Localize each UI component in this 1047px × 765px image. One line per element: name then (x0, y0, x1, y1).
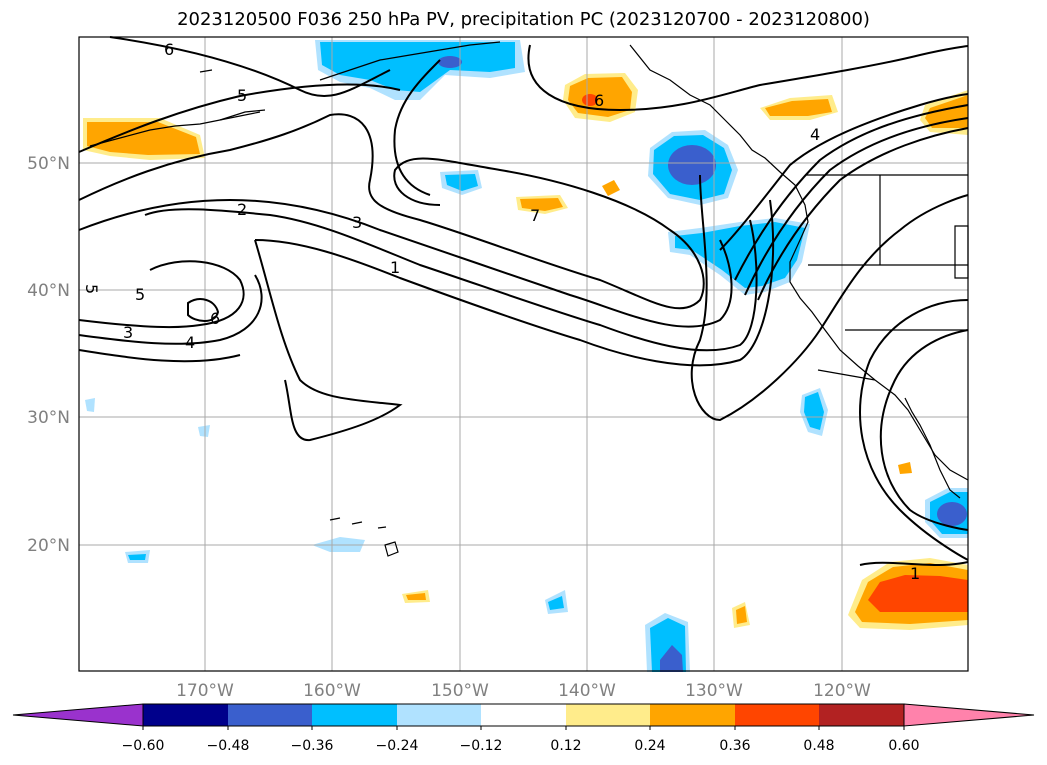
contour-label: 1 (910, 564, 920, 583)
colorbar-tick-label: 0.12 (550, 738, 581, 754)
lon-label: 150°W (431, 681, 489, 701)
colorbar-outline (142, 703, 905, 727)
lon-label: 140°W (558, 681, 616, 701)
colorbar-tick-label: −0.12 (460, 738, 503, 754)
contour-label: 6 (210, 309, 220, 328)
colorbar-segment (397, 704, 481, 726)
pv-contours (78, 36, 969, 567)
lat-label: 50°N (27, 154, 70, 174)
contour-label: 7 (530, 206, 540, 225)
contour-label: 5 (135, 285, 145, 304)
contour-label: 5 (237, 86, 247, 105)
precip-shading (83, 40, 968, 672)
colorbar-tick-label: −0.24 (376, 738, 419, 754)
figure-title: 2023120500 F036 250 hPa PV, precipitatio… (177, 9, 870, 30)
colorbar-segment (566, 704, 650, 726)
lon-label: 160°W (303, 681, 361, 701)
gridlines (79, 37, 968, 671)
colorbar-segment (143, 704, 228, 726)
longitude-labels: 170°W 160°W 150°W 140°W 130°W 120°W (176, 681, 871, 701)
colorbar-tick-label: 0.60 (888, 738, 919, 754)
colorbar-tick-label: −0.60 (122, 738, 165, 754)
colorbar-segment (481, 704, 566, 726)
contour-label: 1 (390, 258, 400, 277)
pv-contour-labels: 6 5 2 3 1 5 5 6 4 3 6 7 4 1 (82, 40, 920, 583)
contour-label: 6 (164, 40, 174, 59)
contour-label: 3 (352, 213, 362, 232)
lat-label: 40°N (27, 281, 70, 301)
contour-label: 6 (594, 91, 604, 110)
contour-label: 5 (82, 284, 101, 294)
contour-label: 4 (185, 333, 195, 352)
colorbar-segment (819, 704, 904, 726)
colorbar-segment (228, 704, 312, 726)
colorbar-extend-max (903, 703, 1035, 727)
contour-label: 4 (810, 125, 820, 144)
latitude-labels: 50°N 40°N 30°N 20°N (27, 154, 70, 556)
contour-label: 3 (123, 323, 133, 342)
colorbar-extend-min (12, 703, 144, 727)
colorbar-tick-label: −0.36 (291, 738, 334, 754)
colorbar: −0.60 −0.48 −0.36 −0.24 −0.12 0.12 0.24 … (12, 703, 1035, 754)
lon-label: 130°W (685, 681, 743, 701)
colorbar-ticks (142, 726, 905, 730)
colorbar-tick-label: 0.36 (719, 738, 750, 754)
lon-label: 120°W (813, 681, 871, 701)
lon-label: 170°W (176, 681, 234, 701)
coastlines (89, 41, 969, 557)
lat-label: 30°N (27, 408, 70, 428)
colorbar-tick-label: 0.24 (634, 738, 665, 754)
colorbar-tick-label: 0.48 (803, 738, 834, 754)
map-frame (78, 36, 969, 672)
colorbar-segment (312, 704, 397, 726)
contour-label: 2 (237, 200, 247, 219)
colorbar-tick-label: −0.48 (207, 738, 250, 754)
colorbar-segment (650, 704, 735, 726)
colorbar-segment (735, 704, 819, 726)
lat-label: 20°N (27, 536, 70, 556)
